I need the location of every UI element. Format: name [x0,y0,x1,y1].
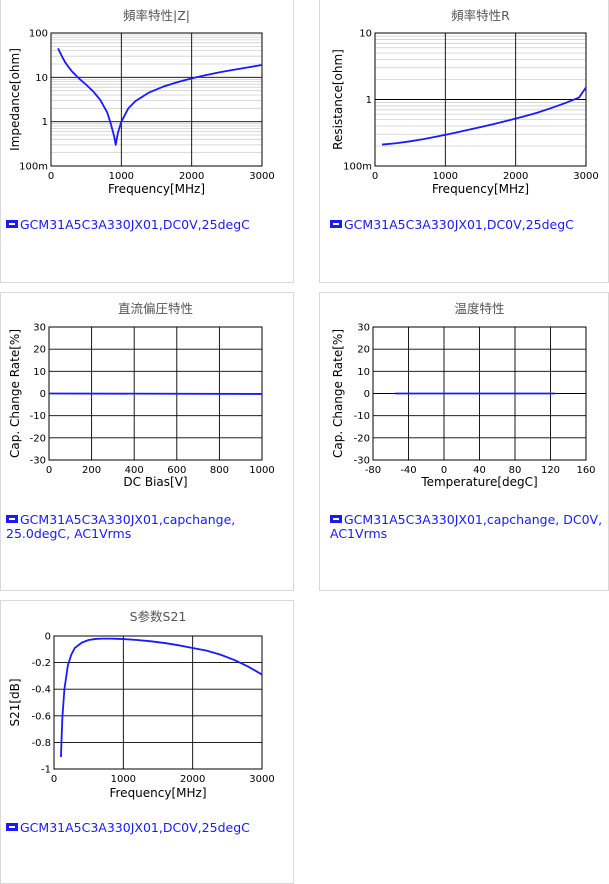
x-tick-label: 0 [441,465,447,476]
legend-temperature[interactable]: GCM31A5C3A330JX01,capchange, DC0V, AC1Vr… [330,513,605,541]
x-tick-label: 1000 [249,465,274,476]
chart-panel-temperature: 温度特性 -80 -40 0 40 80 120 160 -30 -20 -10 0 10 20 30 Tem… [319,292,609,591]
y-tick-label: 20 [357,345,370,356]
x-axis-label: Frequency[MHz] [108,182,205,196]
chart-panel-impedance: 頻率特性|Z| 0 1000 2000 3000 100m 1 10 100 Frequency[… [0,0,294,283]
y-axis-label: Cap. Change Rate[%] [331,329,345,458]
legend-swatch-icon [330,220,342,228]
x-tick-label: 400 [125,465,144,476]
series-line[interactable] [57,47,263,146]
chart-resistance: 頻率特性R 0 1000 2000 3000 100m 1 10 Frequency[MHz] R… [331,8,599,196]
chart-title: 温度特性 [454,301,504,316]
x-tick-label: 1000 [109,171,134,182]
y-tick-label: -20 [354,433,370,444]
x-tick-label: 1000 [111,774,136,785]
y-tick-label: 30 [33,323,46,334]
y-tick-label: -30 [354,456,370,467]
y-tick-label: 0 [40,389,46,400]
y-tick-label: 0 [45,632,51,643]
y-tick-label: 10 [33,367,46,378]
chart-panel-s21: S参数S21 0 1000 2000 3000 -1 -0.8 -0.6 -0.4 -0.2 0 Fr… [0,600,294,884]
x-tick-label: 2000 [179,171,204,182]
x-tick-label: 3000 [249,774,274,785]
y-axis-label: Impedance[ohm] [8,48,22,151]
y-tick-label: 1 [42,117,48,128]
legend-label-dc-bias: GCM31A5C3A330JX01,capchange, 25.0degC, A… [6,512,236,541]
legend-swatch-icon [6,823,18,831]
x-tick-label: 80 [509,465,522,476]
x-tick-label: 800 [210,465,229,476]
chart-s21: S参数S21 0 1000 2000 3000 -1 -0.8 -0.6 -0.4 -0.2 0 Fr… [8,609,275,800]
x-tick-label: 3000 [249,171,274,182]
y-tick-label: -10 [354,411,370,422]
legend-dc-bias[interactable]: GCM31A5C3A330JX01,capchange, 25.0degC, A… [6,513,246,541]
x-tick-label: 0 [51,774,57,785]
x-axis-label: DC Bias[V] [123,475,187,489]
legend-label-temperature: GCM31A5C3A330JX01,capchange, DC0V, AC1Vr… [330,512,603,541]
x-tick-label: -80 [365,465,381,476]
y-tick-label: 10 [359,29,372,40]
series-line[interactable] [381,86,587,146]
plot-frame [50,32,263,167]
legend-s21[interactable]: GCM31A5C3A330JX01,DC0V,25degC [6,821,286,835]
legend-swatch-icon [330,515,342,523]
y-axis-label: Cap. Change Rate[%] [8,329,22,458]
plot-frame [372,326,587,461]
y-tick-label: 100m [343,162,372,173]
series-line[interactable] [60,637,263,758]
y-tick-label: -30 [30,456,46,467]
x-tick-label: 1000 [433,171,458,182]
y-tick-label: 100 [29,29,48,40]
legend-label-impedance: GCM31A5C3A330JX01,DC0V,25degC [20,217,250,232]
y-tick-label: 10 [357,367,370,378]
chart-title: 頻率特性R [451,8,510,23]
x-tick-label: 40 [473,465,486,476]
chart-panel-dc-bias: 直流偏圧特性 0 200 400 600 800 1000 -30 -20 -10 0 10 20 30 D… [0,292,294,591]
y-tick-label: -0.4 [31,685,51,696]
x-tick-label: 0 [372,171,378,182]
x-tick-label: 3000 [573,171,598,182]
y-tick-label: 100m [19,162,48,173]
x-tick-label: 0 [48,171,54,182]
x-tick-label: 120 [541,465,560,476]
legend-label-s21: GCM31A5C3A330JX01,DC0V,25degC [20,820,250,835]
chart-title: S参数S21 [130,609,187,624]
chart-title: 直流偏圧特性 [118,301,193,316]
x-tick-label: 2000 [503,171,528,182]
y-tick-label: 20 [33,345,46,356]
x-tick-label: 2000 [180,774,205,785]
x-tick-label: 160 [576,465,595,476]
x-axis-label: Frequency[MHz] [432,182,529,196]
plot-frame [374,32,587,167]
x-axis-label: Temperature[degC] [420,475,537,489]
y-tick-label: -0.6 [31,711,51,722]
y-tick-label: -0.2 [31,658,51,669]
x-tick-label: 0 [46,465,52,476]
y-tick-label: 1 [366,95,372,106]
plot-frame [53,635,263,770]
y-tick-label: 10 [35,73,48,84]
chart-title: 頻率特性|Z| [123,8,190,23]
legend-label-resistance: GCM31A5C3A330JX01,DC0V,25degC [344,217,574,232]
x-tick-label: 600 [167,465,186,476]
y-tick-label: 30 [357,323,370,334]
chart-temperature: 温度特性 -80 -40 0 40 80 120 160 -30 -20 -10 0 10 20 30 Tem… [331,301,596,489]
y-tick-label: -1 [41,765,51,776]
chart-impedance: 頻率特性|Z| 0 1000 2000 3000 100m 1 10 100 Frequency[… [8,8,275,196]
y-tick-label: -10 [30,411,46,422]
y-tick-label: -20 [30,433,46,444]
x-axis-label: Frequency[MHz] [109,786,206,800]
x-tick-label: -40 [400,465,416,476]
y-axis-label: Resistance[ohm] [331,49,345,150]
chart-dc-bias: 直流偏圧特性 0 200 400 600 800 1000 -30 -20 -10 0 10 20 30 D… [8,301,275,489]
y-tick-label: 0 [364,389,370,400]
legend-swatch-icon [6,220,18,228]
y-axis-label: S21[dB] [8,678,22,726]
chart-panel-resistance: 頻率特性R 0 1000 2000 3000 100m 1 10 Frequency[MHz] R… [319,0,609,283]
legend-swatch-icon [6,515,18,523]
legend-resistance[interactable]: GCM31A5C3A330JX01,DC0V,25degC [330,218,605,232]
y-tick-label: -0.8 [31,738,51,749]
legend-impedance[interactable]: GCM31A5C3A330JX01,DC0V,25degC [6,218,286,232]
x-tick-label: 200 [82,465,101,476]
